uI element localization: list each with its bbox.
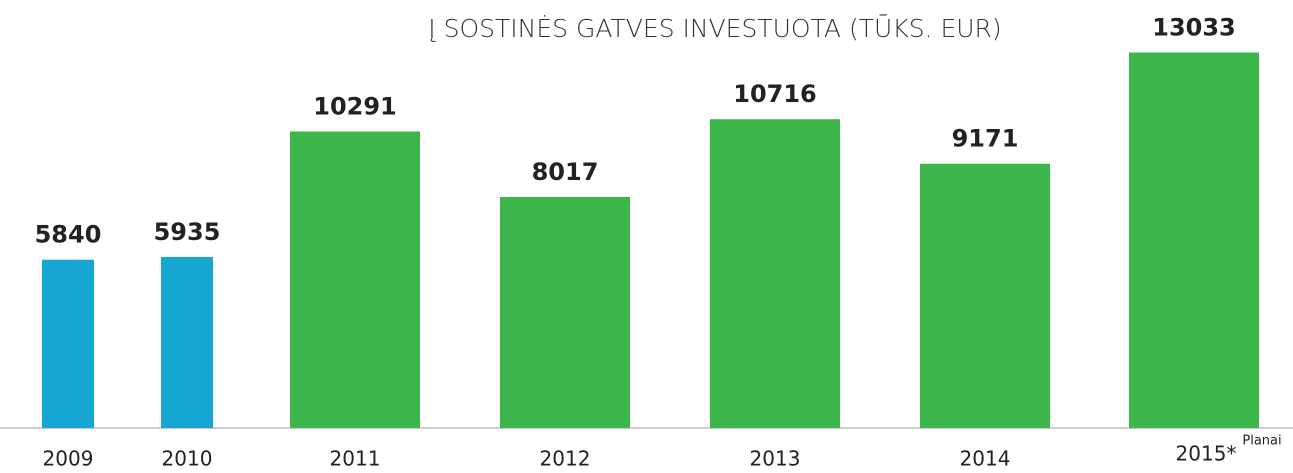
bar: [290, 131, 420, 428]
bar: [500, 196, 630, 428]
bar: [1129, 52, 1259, 429]
x-tick-label: 2010: [162, 447, 213, 471]
value-label: 10291: [313, 92, 397, 120]
value-label: 8017: [532, 158, 599, 186]
bar: [920, 163, 1050, 429]
annotation: Planai: [1242, 434, 1281, 449]
x-tick-label: 2009: [43, 447, 94, 471]
x-tick-label: 2014: [960, 447, 1011, 471]
bar: [710, 119, 840, 428]
x-tick-label: 2011: [330, 447, 381, 471]
bar: [161, 256, 213, 428]
x-tick-label: 2015*: [1176, 442, 1237, 466]
x-tick-label: 2012: [540, 447, 591, 471]
x-tick-label: 2013: [750, 447, 801, 471]
bar: [42, 259, 94, 428]
value-label: 10716: [733, 80, 817, 108]
value-label: 13033: [1152, 13, 1236, 41]
chart-title: Į SOSTINĖS GATVES INVESTUOTA (TŪKS. EUR): [428, 14, 1001, 43]
value-label: 9171: [952, 125, 1019, 153]
value-label: 5840: [35, 221, 102, 249]
value-label: 5935: [154, 218, 221, 246]
